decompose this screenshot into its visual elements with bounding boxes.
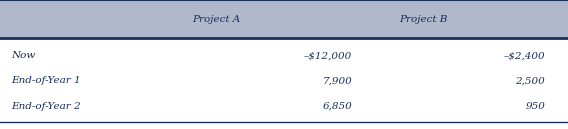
Text: –$12,000: –$12,000 (304, 51, 352, 60)
Text: End-of-Year 1: End-of-Year 1 (11, 76, 81, 85)
Text: Project A: Project A (192, 15, 240, 23)
Text: Now: Now (11, 51, 36, 60)
Text: Project B: Project B (399, 15, 448, 23)
Text: 6,850: 6,850 (323, 102, 352, 111)
Text: 7,900: 7,900 (323, 76, 352, 85)
Text: 950: 950 (525, 102, 545, 111)
Text: 2,500: 2,500 (516, 76, 545, 85)
Bar (0, 0, 568, 38)
Text: –$2,400: –$2,400 (504, 51, 545, 60)
Text: End-of-Year 2: End-of-Year 2 (11, 102, 81, 111)
